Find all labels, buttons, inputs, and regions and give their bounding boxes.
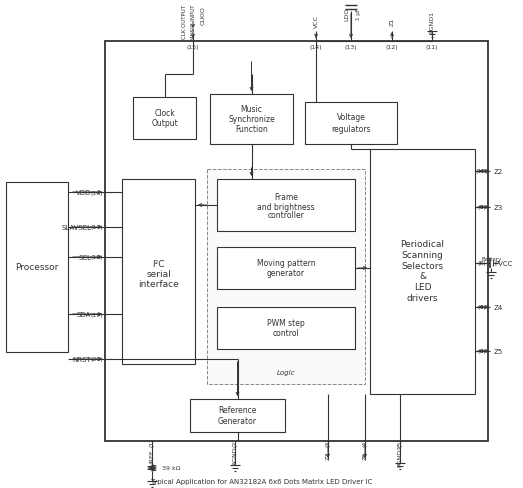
Bar	[122, 180, 195, 364]
Text: Typical Application for AN32182A 6x6 Dots Matrix LED Driver IC: Typical Application for AN32182A 6x6 Dot…	[150, 478, 373, 484]
Text: PWM step: PWM step	[267, 318, 305, 327]
Text: (12): (12)	[385, 45, 399, 50]
Text: I²C: I²C	[152, 260, 165, 268]
Text: PGND1: PGND1	[429, 11, 435, 33]
Text: (10): (10)	[476, 169, 488, 174]
Text: (16): (16)	[90, 190, 103, 195]
Text: (14): (14)	[310, 45, 322, 50]
Text: (8): (8)	[477, 261, 486, 266]
Text: interface: interface	[138, 280, 179, 288]
Text: Reference: Reference	[218, 405, 257, 414]
Text: (11): (11)	[426, 45, 438, 50]
Text: Z5: Z5	[494, 348, 503, 354]
Text: generator: generator	[267, 269, 305, 278]
Text: Z1: Z1	[390, 18, 394, 26]
Text: VDD: VDD	[76, 190, 91, 196]
Text: (20): (20)	[90, 357, 103, 362]
Text: CLK OUTPUT: CLK OUTPUT	[181, 5, 187, 39]
Text: Moving pattern: Moving pattern	[257, 258, 315, 267]
Text: (7): (7)	[477, 305, 486, 310]
Text: (2): (2)	[233, 438, 237, 447]
Text: Z3: Z3	[494, 204, 503, 210]
Text: Z6: Z6	[362, 451, 368, 459]
Text: Selectors: Selectors	[402, 262, 444, 270]
Text: (1): (1)	[150, 438, 154, 447]
Text: serial: serial	[146, 269, 171, 279]
Text: (13): (13)	[345, 45, 357, 50]
Text: (4): (4)	[362, 438, 368, 447]
Text: (6): (6)	[477, 349, 486, 354]
Text: &: &	[419, 271, 426, 281]
Text: Z7: Z7	[325, 451, 331, 459]
Text: regulators: regulators	[331, 124, 371, 133]
Text: VCC: VCC	[313, 16, 319, 28]
Text: Synchronize: Synchronize	[228, 115, 275, 124]
Text: Battery: Battery	[482, 256, 502, 261]
Text: SCL: SCL	[78, 254, 91, 261]
Text: NRST: NRST	[72, 356, 91, 362]
Text: (18): (18)	[90, 255, 103, 260]
Text: Z2: Z2	[494, 169, 503, 175]
Text: LED: LED	[414, 283, 431, 291]
Text: (15): (15)	[187, 45, 199, 50]
Text: Music: Music	[241, 105, 263, 114]
Text: CLKIO: CLKIO	[200, 6, 206, 25]
Text: drivers: drivers	[407, 293, 438, 303]
Text: Scanning: Scanning	[402, 250, 444, 260]
Text: (9): (9)	[477, 205, 486, 210]
Text: LDO: LDO	[345, 7, 349, 20]
Text: SDA: SDA	[77, 311, 91, 317]
Bar	[217, 247, 355, 289]
Bar	[133, 98, 196, 140]
Text: AGND: AGND	[233, 446, 237, 465]
Text: Output: Output	[151, 119, 178, 128]
Text: controller: controller	[268, 211, 304, 220]
Text: Z4: Z4	[494, 305, 503, 310]
Text: Periodical: Periodical	[401, 240, 445, 248]
Text: 39 kΩ: 39 kΩ	[162, 466, 180, 470]
Text: Frame: Frame	[274, 193, 298, 202]
Text: Function: Function	[235, 125, 268, 134]
Text: (3): (3)	[325, 438, 331, 447]
Text: Clock: Clock	[154, 108, 175, 117]
Text: PGND2: PGND2	[397, 444, 403, 466]
Bar	[217, 180, 355, 231]
Text: Processor: Processor	[15, 263, 59, 272]
Text: SLAVSEL: SLAVSEL	[61, 224, 91, 230]
Text: Logic: Logic	[277, 369, 295, 375]
Text: and brightness: and brightness	[257, 202, 315, 211]
Bar	[210, 95, 293, 145]
Text: (5): (5)	[397, 438, 403, 447]
Text: Generator: Generator	[218, 416, 257, 425]
Text: MUSIC INPUT: MUSIC INPUT	[190, 4, 196, 40]
Text: (17): (17)	[90, 225, 103, 230]
Bar	[370, 150, 475, 394]
Text: Voltage: Voltage	[337, 113, 366, 122]
Bar	[6, 183, 68, 352]
Bar	[190, 399, 285, 432]
Bar	[305, 103, 397, 145]
Text: (19): (19)	[90, 312, 103, 317]
Bar	[105, 42, 488, 441]
Text: IREF: IREF	[150, 448, 154, 462]
Text: 1 μF: 1 μF	[356, 8, 360, 20]
Bar	[217, 307, 355, 349]
Bar	[207, 170, 365, 384]
Text: PVCC: PVCC	[494, 261, 513, 266]
Text: control: control	[272, 329, 299, 338]
